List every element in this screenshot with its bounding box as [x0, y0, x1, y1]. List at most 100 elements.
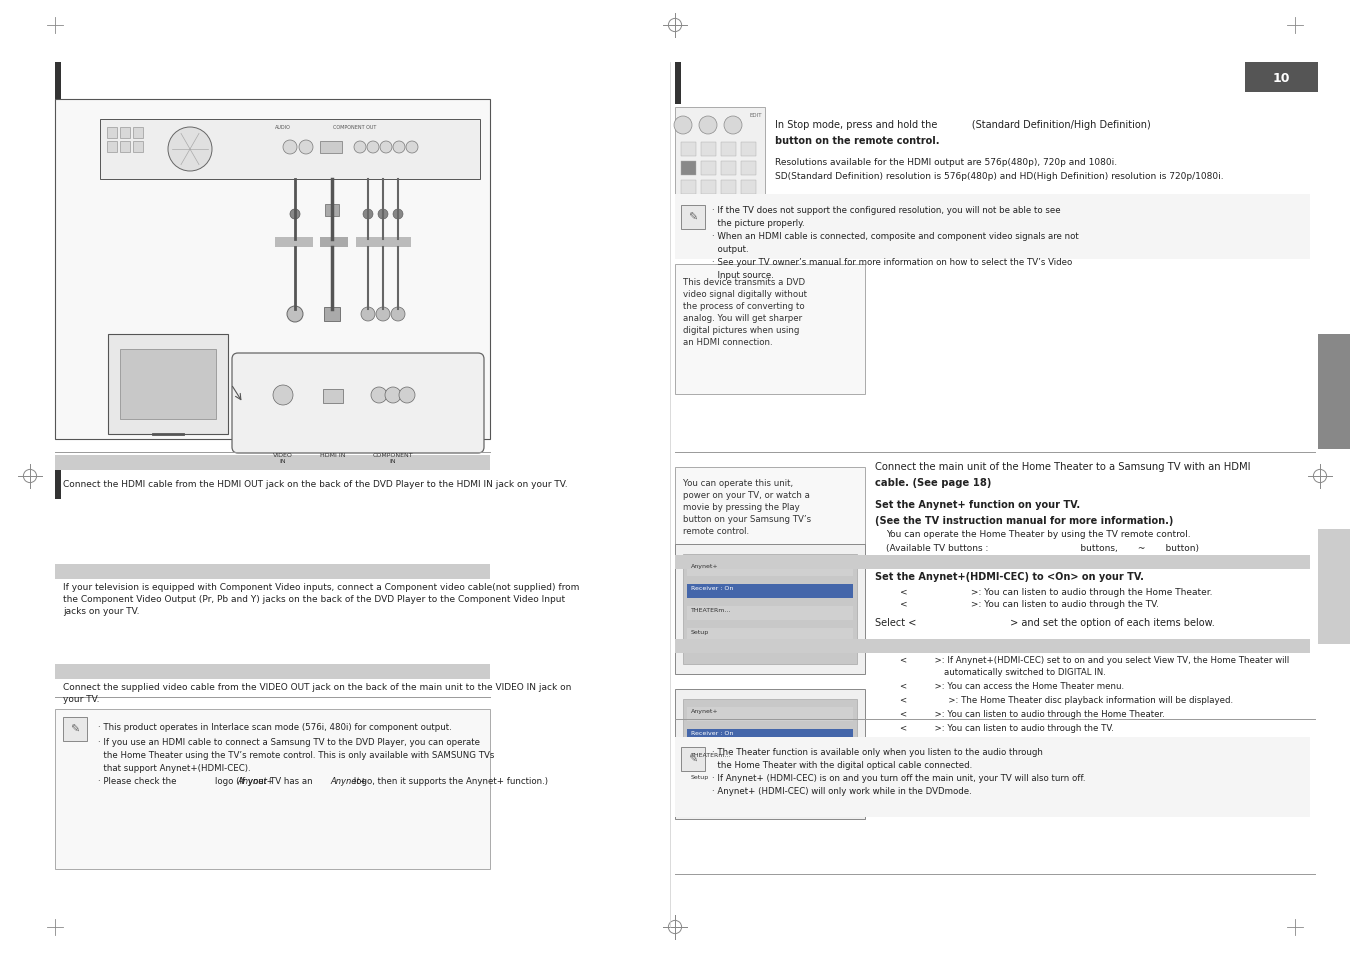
Text: · The Theater function is available only when you listen to the audio through: · The Theater function is available only… [711, 747, 1042, 757]
Bar [701, 200, 716, 213]
Text: Resolutions available for the HDMI output are 576p(480p), 720p and 1080i.: Resolutions available for the HDMI outpu… [775, 158, 1118, 167]
Bar [675, 265, 865, 395]
Bar [687, 751, 853, 765]
Bar [55, 456, 490, 471]
Bar [120, 142, 130, 152]
Text: Set the Anynet+ function on your TV.: Set the Anynet+ function on your TV. [875, 499, 1080, 510]
Circle shape [406, 142, 418, 153]
Bar [55, 564, 490, 579]
Text: Anynet+: Anynet+ [329, 776, 367, 785]
Bar [325, 205, 339, 216]
Text: Connect the HDMI cable from the HDMI OUT jack on the back of the DVD Player to t: Connect the HDMI cable from the HDMI OUT… [63, 479, 567, 489]
Bar [324, 308, 340, 322]
Bar [680, 206, 705, 230]
Text: Select <                              > and set the option of each items below.: Select < > and set the option of each it… [875, 618, 1215, 627]
Bar [675, 63, 680, 105]
Bar [721, 237, 736, 252]
Bar [675, 639, 1310, 654]
Text: <          >: You can listen to audio through the Home Theater.: < >: You can listen to audio through the… [900, 709, 1165, 719]
Circle shape [371, 388, 387, 403]
Text: button on your Samsung TV’s: button on your Samsung TV’s [683, 515, 811, 523]
Bar [675, 470, 680, 499]
Text: remote control.: remote control. [683, 526, 749, 536]
Text: · See your TV owner’s manual for more information on how to select the TV’s Vide: · See your TV owner’s manual for more in… [711, 257, 1072, 267]
Bar [675, 556, 1310, 569]
Text: an HDMI connection.: an HDMI connection. [683, 337, 772, 347]
Circle shape [363, 210, 373, 220]
Text: jacks on your TV.: jacks on your TV. [63, 606, 139, 616]
Text: ✎: ✎ [688, 754, 698, 764]
Text: COMPONENT
IN: COMPONENT IN [373, 453, 413, 463]
Text: · If you use an HDMI cable to connect a Samsung TV to the DVD Player, you can op: · If you use an HDMI cable to connect a … [99, 738, 481, 746]
Text: · If the TV does not support the configured resolution, you will not be able to : · If the TV does not support the configu… [711, 206, 1061, 214]
Text: the Home Theater using the TV’s remote control. This is only available with SAMS: the Home Theater using the TV’s remote c… [99, 750, 494, 760]
Text: <          >: If Anynet+(HDMI-CEC) set to on and you select View TV, the Home Th: < >: If Anynet+(HDMI-CEC) set to on and … [900, 656, 1289, 664]
Bar [680, 200, 697, 213]
Bar [1245, 63, 1318, 92]
Bar [741, 162, 756, 175]
Text: automatically switched to DIGITAL IN.: automatically switched to DIGITAL IN. [900, 667, 1106, 677]
Circle shape [354, 142, 366, 153]
Text: Connect the supplied video cable from the VIDEO OUT jack on the back of the main: Connect the supplied video cable from th… [63, 682, 571, 691]
Text: EDIT: EDIT [749, 112, 761, 118]
Text: ✎: ✎ [70, 724, 80, 734]
Text: Anynet+: Anynet+ [238, 776, 274, 785]
Text: <          >: You can access the Home Theater menu.: < >: You can access the Home Theater men… [900, 681, 1125, 690]
Bar [108, 335, 228, 435]
Bar [683, 700, 857, 809]
Circle shape [393, 210, 404, 220]
Text: video signal digitally without: video signal digitally without [683, 290, 807, 298]
Bar [55, 470, 61, 499]
Bar [323, 390, 343, 403]
Bar [675, 689, 865, 820]
Bar [55, 709, 490, 869]
Bar [107, 128, 117, 139]
Text: <                      >: You can listen to audio through the Home Theater.: < >: You can listen to audio through the… [900, 587, 1212, 597]
Bar [63, 718, 86, 741]
Text: that support Anynet+(HDMI-CEC).: that support Anynet+(HDMI-CEC). [99, 763, 251, 772]
Bar [741, 237, 756, 252]
Bar [134, 142, 143, 152]
Bar [120, 128, 130, 139]
Bar [680, 143, 697, 157]
Text: · Please check the              logo (If your TV has an               logo, then: · Please check the logo (If your TV has … [99, 776, 548, 785]
Text: In Stop mode, press and hold the           (Standard Definition/High Definition): In Stop mode, press and hold the (Standa… [775, 120, 1150, 130]
Bar [683, 555, 857, 664]
Bar [675, 108, 765, 257]
Bar [675, 194, 1310, 260]
Circle shape [167, 128, 212, 172]
Text: digital pictures when using: digital pictures when using [683, 326, 799, 335]
Bar [721, 219, 736, 233]
Circle shape [367, 142, 379, 153]
Bar [741, 219, 756, 233]
Bar [687, 773, 853, 787]
Text: ✎: ✎ [688, 213, 698, 223]
Bar [721, 162, 736, 175]
Circle shape [288, 307, 302, 323]
Bar [701, 181, 716, 194]
Text: Input source.: Input source. [711, 271, 774, 280]
Bar [687, 562, 853, 577]
Bar [687, 628, 853, 642]
Bar [701, 237, 716, 252]
Text: AUDIO: AUDIO [275, 125, 292, 130]
Circle shape [360, 308, 375, 322]
Circle shape [400, 388, 414, 403]
Bar [680, 162, 697, 175]
Bar [721, 143, 736, 157]
Bar [356, 237, 410, 248]
Text: If your television is equipped with Component Video inputs, connect a Component : If your television is equipped with Comp… [63, 582, 579, 592]
Bar [55, 100, 490, 439]
Text: This device transmits a DVD: This device transmits a DVD [683, 277, 805, 287]
Text: cable. (See page 18): cable. (See page 18) [875, 477, 991, 488]
Text: power on your TV, or watch a: power on your TV, or watch a [683, 491, 810, 499]
Bar [107, 142, 117, 152]
Text: VIDEO
IN: VIDEO IN [273, 453, 293, 463]
Circle shape [298, 141, 313, 154]
Text: SD(Standard Definition) resolution is 576p(480p) and HD(High Definition) resolut: SD(Standard Definition) resolution is 57… [775, 172, 1223, 181]
Text: Setup: Setup [691, 629, 709, 635]
Text: (See the TV instruction manual for more information.): (See the TV instruction manual for more … [875, 516, 1173, 525]
Text: output.: output. [711, 245, 749, 253]
Text: COMPONENT OUT: COMPONENT OUT [333, 125, 377, 130]
Bar [320, 142, 342, 153]
